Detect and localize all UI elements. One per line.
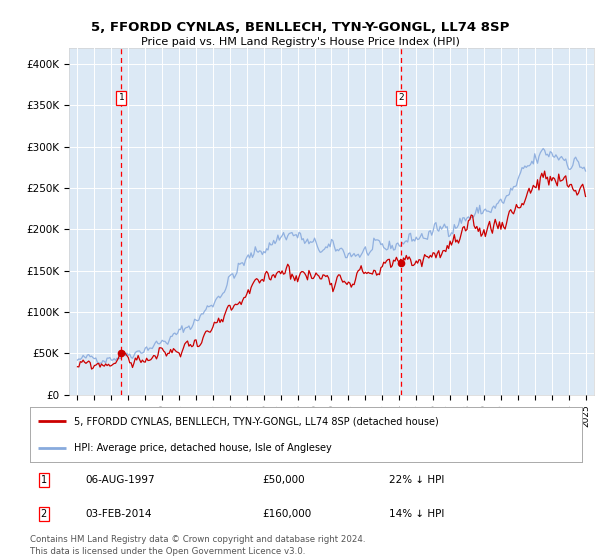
Text: 06-AUG-1997: 06-AUG-1997 — [85, 475, 155, 485]
Text: 5, FFORDD CYNLAS, BENLLECH, TYN-Y-GONGL, LL74 8SP (detached house): 5, FFORDD CYNLAS, BENLLECH, TYN-Y-GONGL,… — [74, 417, 439, 426]
Text: 22% ↓ HPI: 22% ↓ HPI — [389, 475, 444, 485]
Text: 2: 2 — [398, 94, 404, 102]
Text: 1: 1 — [41, 475, 47, 485]
Text: £160,000: £160,000 — [262, 509, 311, 519]
Text: 1: 1 — [118, 94, 124, 102]
Text: 5, FFORDD CYNLAS, BENLLECH, TYN-Y-GONGL, LL74 8SP: 5, FFORDD CYNLAS, BENLLECH, TYN-Y-GONGL,… — [91, 21, 509, 34]
Text: Price paid vs. HM Land Registry's House Price Index (HPI): Price paid vs. HM Land Registry's House … — [140, 37, 460, 47]
Text: 2: 2 — [41, 509, 47, 519]
Text: £50,000: £50,000 — [262, 475, 304, 485]
Text: 03-FEB-2014: 03-FEB-2014 — [85, 509, 152, 519]
Text: HPI: Average price, detached house, Isle of Anglesey: HPI: Average price, detached house, Isle… — [74, 443, 332, 452]
Text: 14% ↓ HPI: 14% ↓ HPI — [389, 509, 444, 519]
Text: Contains HM Land Registry data © Crown copyright and database right 2024.
This d: Contains HM Land Registry data © Crown c… — [30, 535, 365, 556]
